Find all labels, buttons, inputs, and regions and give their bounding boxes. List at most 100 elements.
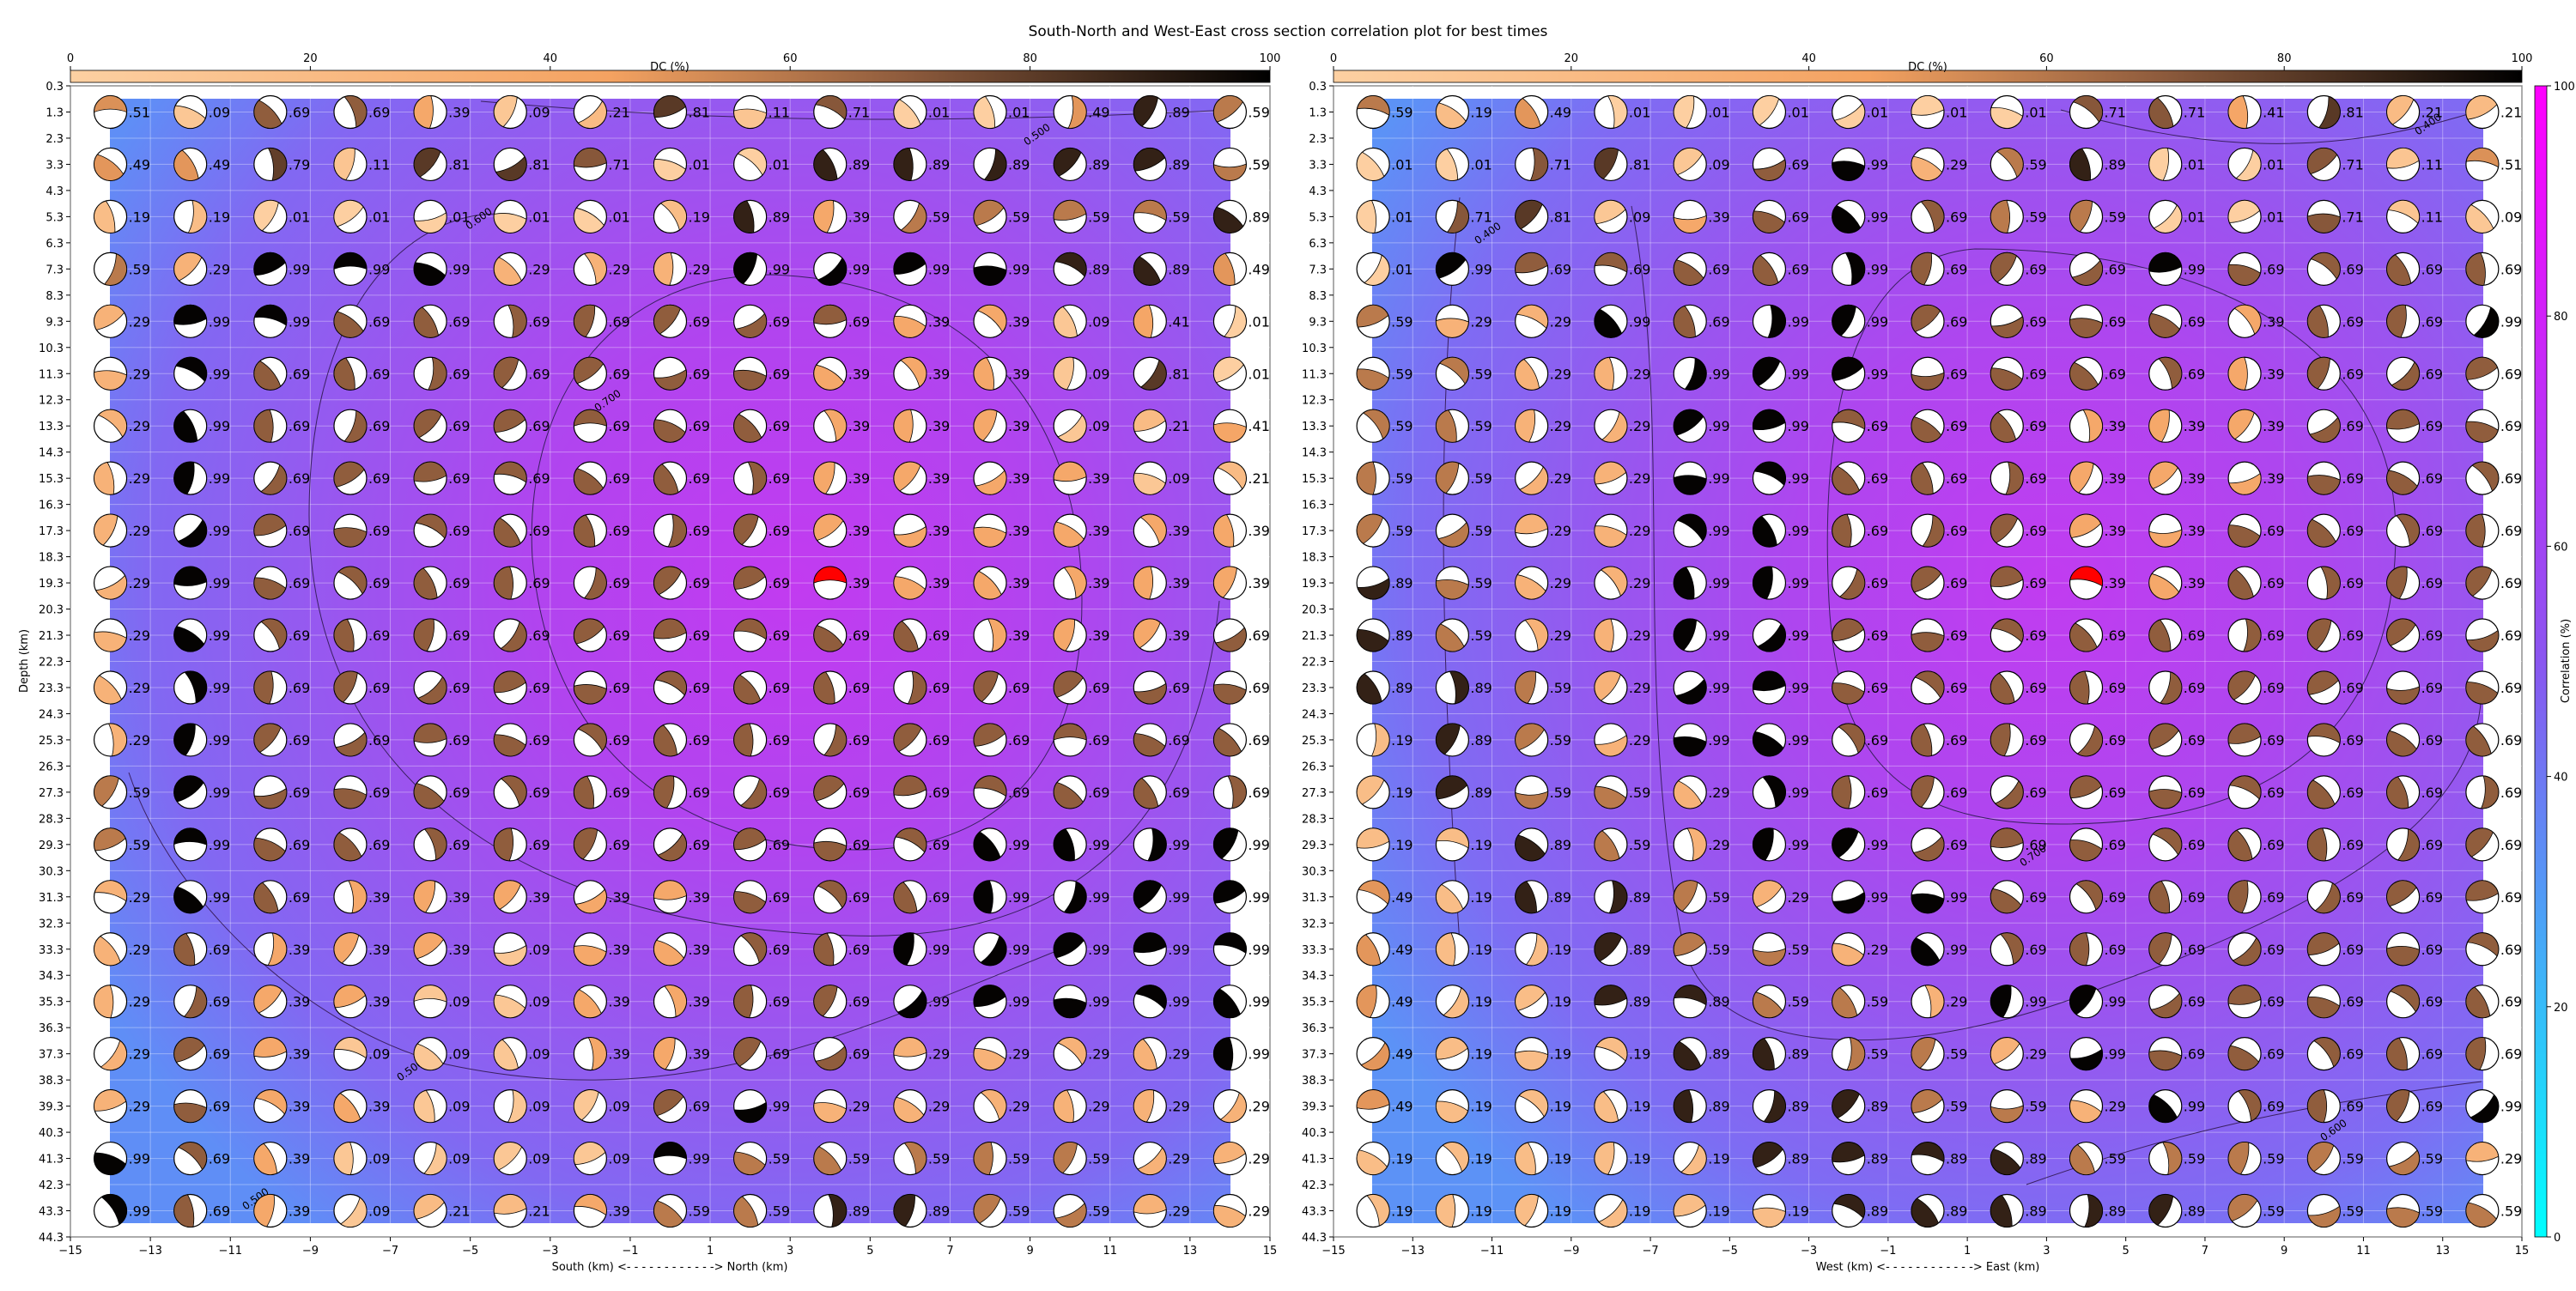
dc-value-label: .69: [689, 470, 710, 487]
beachball-compression: [828, 1194, 847, 1227]
beachball: .71: [573, 147, 630, 182]
dc-value-label: .01: [1708, 104, 1729, 120]
beachball: .69: [1990, 618, 2047, 652]
dc-value-label: .69: [2025, 313, 2046, 330]
y-tick-label: 29.3: [1302, 839, 1327, 852]
beachball-compression: [893, 1096, 925, 1123]
beachball: .59: [1212, 94, 1270, 130]
beachball: .69: [653, 723, 710, 757]
dc-value-label: .69: [2500, 575, 2522, 591]
beachball: .69: [813, 618, 870, 652]
dc-value-label: .69: [1248, 732, 1269, 749]
dc-value-label: .39: [928, 366, 950, 382]
beachball-compression: [1133, 1194, 1167, 1215]
dc-value-label: .59: [2105, 209, 2126, 225]
beachball-compression: [2153, 204, 2183, 233]
beachball-compression: [2237, 1089, 2262, 1122]
beachball: .69: [2465, 252, 2522, 286]
beachball-compression: [987, 618, 1007, 652]
beachball: .69: [413, 461, 471, 495]
beachball-compression: [333, 148, 355, 181]
beachball: .49: [93, 147, 150, 182]
beachball-compression: [653, 880, 687, 900]
dc-value-label: .89: [1629, 994, 1650, 1010]
dc-value-label: .99: [209, 627, 230, 644]
beachball-compression: [95, 574, 127, 600]
x-tick-label: 9: [1026, 1245, 1033, 1258]
beachball-compression: [2227, 670, 2257, 700]
dc-tick-label: 60: [783, 52, 798, 65]
beachball-compression: [1515, 574, 1546, 600]
dc-value-label: .39: [1088, 627, 1109, 644]
beachball: .99: [333, 252, 390, 286]
beachball: .19: [1594, 1089, 1650, 1124]
beachball-compression: [1594, 785, 1627, 809]
beachball: .99: [1133, 880, 1190, 914]
dc-value-label: .69: [2342, 889, 2363, 906]
beachball-compression: [173, 1194, 195, 1227]
beachball-compression: [737, 148, 767, 176]
beachball: .39: [813, 566, 870, 600]
beachball-compression: [1215, 627, 1247, 652]
dc-value-label: .69: [528, 418, 550, 434]
beachball-compression: [423, 1143, 447, 1175]
beachball: .09: [333, 1037, 390, 1071]
beachball-compression: [1515, 513, 1548, 535]
beachball-compression: [893, 252, 927, 275]
beachball: .69: [2227, 566, 2285, 600]
dc-value-label: .69: [689, 680, 710, 696]
beachball-compression: [2069, 461, 2094, 494]
dc-value-label: .69: [368, 575, 390, 591]
dc-value-label: .69: [448, 785, 470, 801]
beachball: .59: [1212, 147, 1270, 182]
beachball: .49: [1515, 94, 1571, 130]
dc-value-label: .99: [1867, 209, 1888, 225]
beachball-compression: [983, 148, 1007, 181]
dc-value-label: .89: [1470, 732, 1492, 749]
beachball: .59: [1435, 356, 1492, 391]
beachball: .69: [573, 513, 630, 548]
beachball: .39: [893, 304, 950, 338]
beachball: .69: [1911, 199, 1967, 233]
beachball-compression: [2386, 1089, 2410, 1122]
beachball: .19: [1435, 827, 1492, 862]
beachball-compression: [500, 775, 527, 807]
beachball-compression: [1436, 252, 1467, 279]
dc-value-label: .99: [209, 418, 230, 434]
dc-value-label: .69: [2342, 837, 2363, 853]
beachball: .69: [2465, 985, 2522, 1019]
dc-value-label: .99: [129, 1151, 150, 1167]
dc-value-label: .59: [1708, 889, 1729, 906]
beachball-compression: [973, 670, 999, 702]
beachball-compression: [2228, 472, 2262, 495]
dc-value-label: .69: [2184, 994, 2205, 1010]
beachball-compression: [1366, 1194, 1390, 1227]
beachball-compression: [173, 1102, 208, 1123]
beachball: .29: [93, 985, 150, 1019]
beachball-compression: [500, 621, 527, 652]
dc-value-label: .39: [1008, 313, 1030, 330]
dc-value-label: .69: [1867, 418, 1888, 434]
y-tick-label: 35.3: [1302, 997, 1327, 1009]
beachball: .99: [93, 1141, 150, 1176]
dc-value-label: .69: [608, 418, 629, 434]
dc-value-label: .69: [448, 575, 470, 591]
beachball: .39: [2227, 356, 2285, 391]
beachball: .81: [2306, 94, 2364, 130]
dc-value-label: .69: [689, 1099, 710, 1115]
dc-value-label: .51: [2500, 156, 2522, 173]
dc-value-label: .71: [608, 156, 629, 173]
dc-value-label: .69: [848, 627, 870, 644]
beachball: .39: [573, 1193, 630, 1228]
dc-value-label: .09: [528, 104, 550, 120]
beachball: .69: [573, 304, 630, 338]
x-tick-label: −11: [219, 1245, 242, 1258]
beachball-compression: [2229, 775, 2262, 800]
beachball: .39: [1133, 566, 1190, 600]
beachball: .69: [2227, 775, 2285, 809]
beachball: .69: [493, 827, 550, 862]
beachball-compression: [423, 827, 447, 861]
beachball-compression: [1911, 95, 1945, 116]
beachball-compression: [1519, 466, 1548, 495]
dc-value-label: .99: [1008, 889, 1030, 906]
